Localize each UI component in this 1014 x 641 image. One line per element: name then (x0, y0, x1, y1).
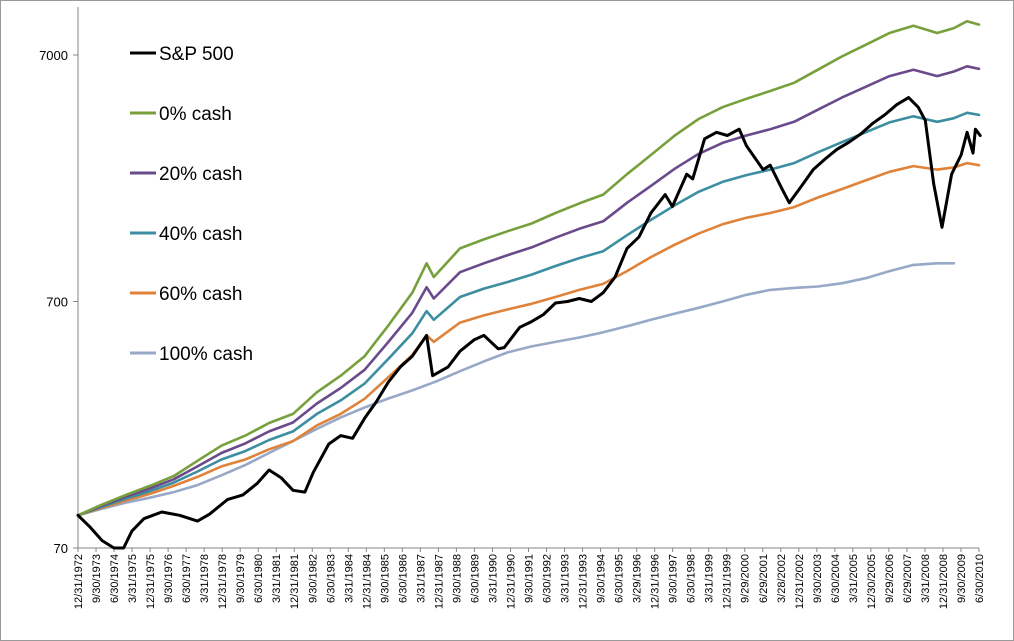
x-tick-label: 9/30/1988 (451, 554, 463, 603)
series-line-2 (76, 65, 981, 517)
series-line-0 (76, 96, 982, 550)
x-tick-label: 6/30/1998 (686, 554, 698, 603)
x-tick-label: 6/30/1977 (181, 554, 193, 603)
x-tick-label: 9/30/1985 (379, 554, 391, 603)
x-tick-label: 9/30/1979 (235, 554, 247, 603)
x-tick-label: 6/30/2004 (830, 554, 842, 603)
legend: S&P 500 0% cash 20% cash 40% cash 60% cash 10… (130, 44, 253, 365)
x-tick-label: 6/30/1980 (253, 554, 265, 603)
series-line-4 (76, 161, 981, 517)
x-tick-label: 9/29/2000 (740, 554, 752, 603)
series-line-3 (76, 111, 981, 517)
x-tick-label: 12/31/2002 (794, 554, 806, 609)
x-tick-label: 9/30/1994 (596, 554, 608, 603)
x-tick-label: 12/31/1984 (361, 554, 373, 609)
x-tick-label: 12/31/1987 (433, 554, 445, 609)
x-tick-label: 3/31/1981 (271, 554, 283, 603)
legend-label: 40% cash (159, 224, 242, 245)
x-tick-label: 3/31/1987 (415, 554, 427, 603)
x-tick-label: 6/29/2001 (758, 554, 770, 603)
x-tick-label: 6/29/2007 (902, 554, 914, 603)
y-tick-label: 700 (46, 295, 68, 310)
x-tick-label: 12/31/1981 (289, 554, 301, 609)
y-tick-label: 70 (54, 541, 68, 556)
x-tick-label: 6/30/1989 (469, 554, 481, 603)
x-tick-label: 12/31/1978 (217, 554, 229, 609)
x-tick-label: 6/30/1983 (325, 554, 337, 603)
x-tick-label: 12/31/1999 (722, 554, 734, 609)
x-tick-label: 3/31/2008 (920, 554, 932, 603)
x-tick-label: 9/30/2009 (956, 554, 968, 603)
x-tick-label: 12/31/2008 (938, 554, 950, 609)
x-tick-label: 12/31/1975 (145, 554, 157, 609)
x-tick-label: 3/31/1990 (488, 554, 500, 603)
series-layer (76, 19, 982, 550)
x-tick-label: 6/30/1992 (542, 554, 554, 603)
series-line-1 (76, 19, 981, 517)
x-tick-label: 3/29/1996 (632, 554, 644, 603)
axes: 70 700 7000 12/31/1972 9/30/1973 6/30/1974 3/3… (39, 7, 986, 609)
x-tick-label: 3/31/1984 (343, 554, 355, 603)
x-tick-label: 12/30/2005 (866, 554, 878, 609)
x-tick-label: 9/30/1973 (91, 554, 103, 603)
x-tick-label: 12/31/1972 (73, 554, 85, 609)
x-tick-label: 6/30/1995 (614, 554, 626, 603)
x-tick-label: 9/30/1997 (668, 554, 680, 603)
series-line-5 (76, 261, 956, 517)
x-tick-label: 3/31/2005 (848, 554, 860, 603)
x-tick-label: 6/30/1974 (109, 554, 121, 603)
x-tick-label: 6/30/1986 (397, 554, 409, 603)
legend-label: 0% cash (159, 104, 232, 125)
x-tick-label: 9/30/1991 (524, 554, 536, 603)
x-tick-label: 3/31/1993 (560, 554, 572, 603)
x-tick-label: 12/31/1990 (506, 554, 518, 609)
x-tick-label: 9/29/2006 (884, 554, 896, 603)
x-tick-label: 9/30/2003 (812, 554, 824, 603)
x-tick-label: 3/31/1978 (199, 554, 211, 603)
legend-label: 60% cash (159, 284, 242, 305)
y-tick-label: 7000 (39, 48, 68, 63)
x-tick-label: 9/30/1976 (163, 554, 175, 603)
x-tick-label: 12/31/1993 (578, 554, 590, 609)
legend-label: 20% cash (159, 164, 242, 185)
x-tick-label: 9/30/1982 (307, 554, 319, 603)
x-tick-label: 3/31/1975 (127, 554, 139, 603)
x-tick-label: 12/31/1996 (650, 554, 662, 609)
x-tick-label: 3/28/2002 (776, 554, 788, 603)
x-tick-label: 3/31/1999 (704, 554, 716, 603)
legend-label: S&P 500 (159, 44, 234, 65)
legend-label: 100% cash (159, 344, 253, 365)
x-tick-label: 6/30/2010 (974, 554, 986, 603)
